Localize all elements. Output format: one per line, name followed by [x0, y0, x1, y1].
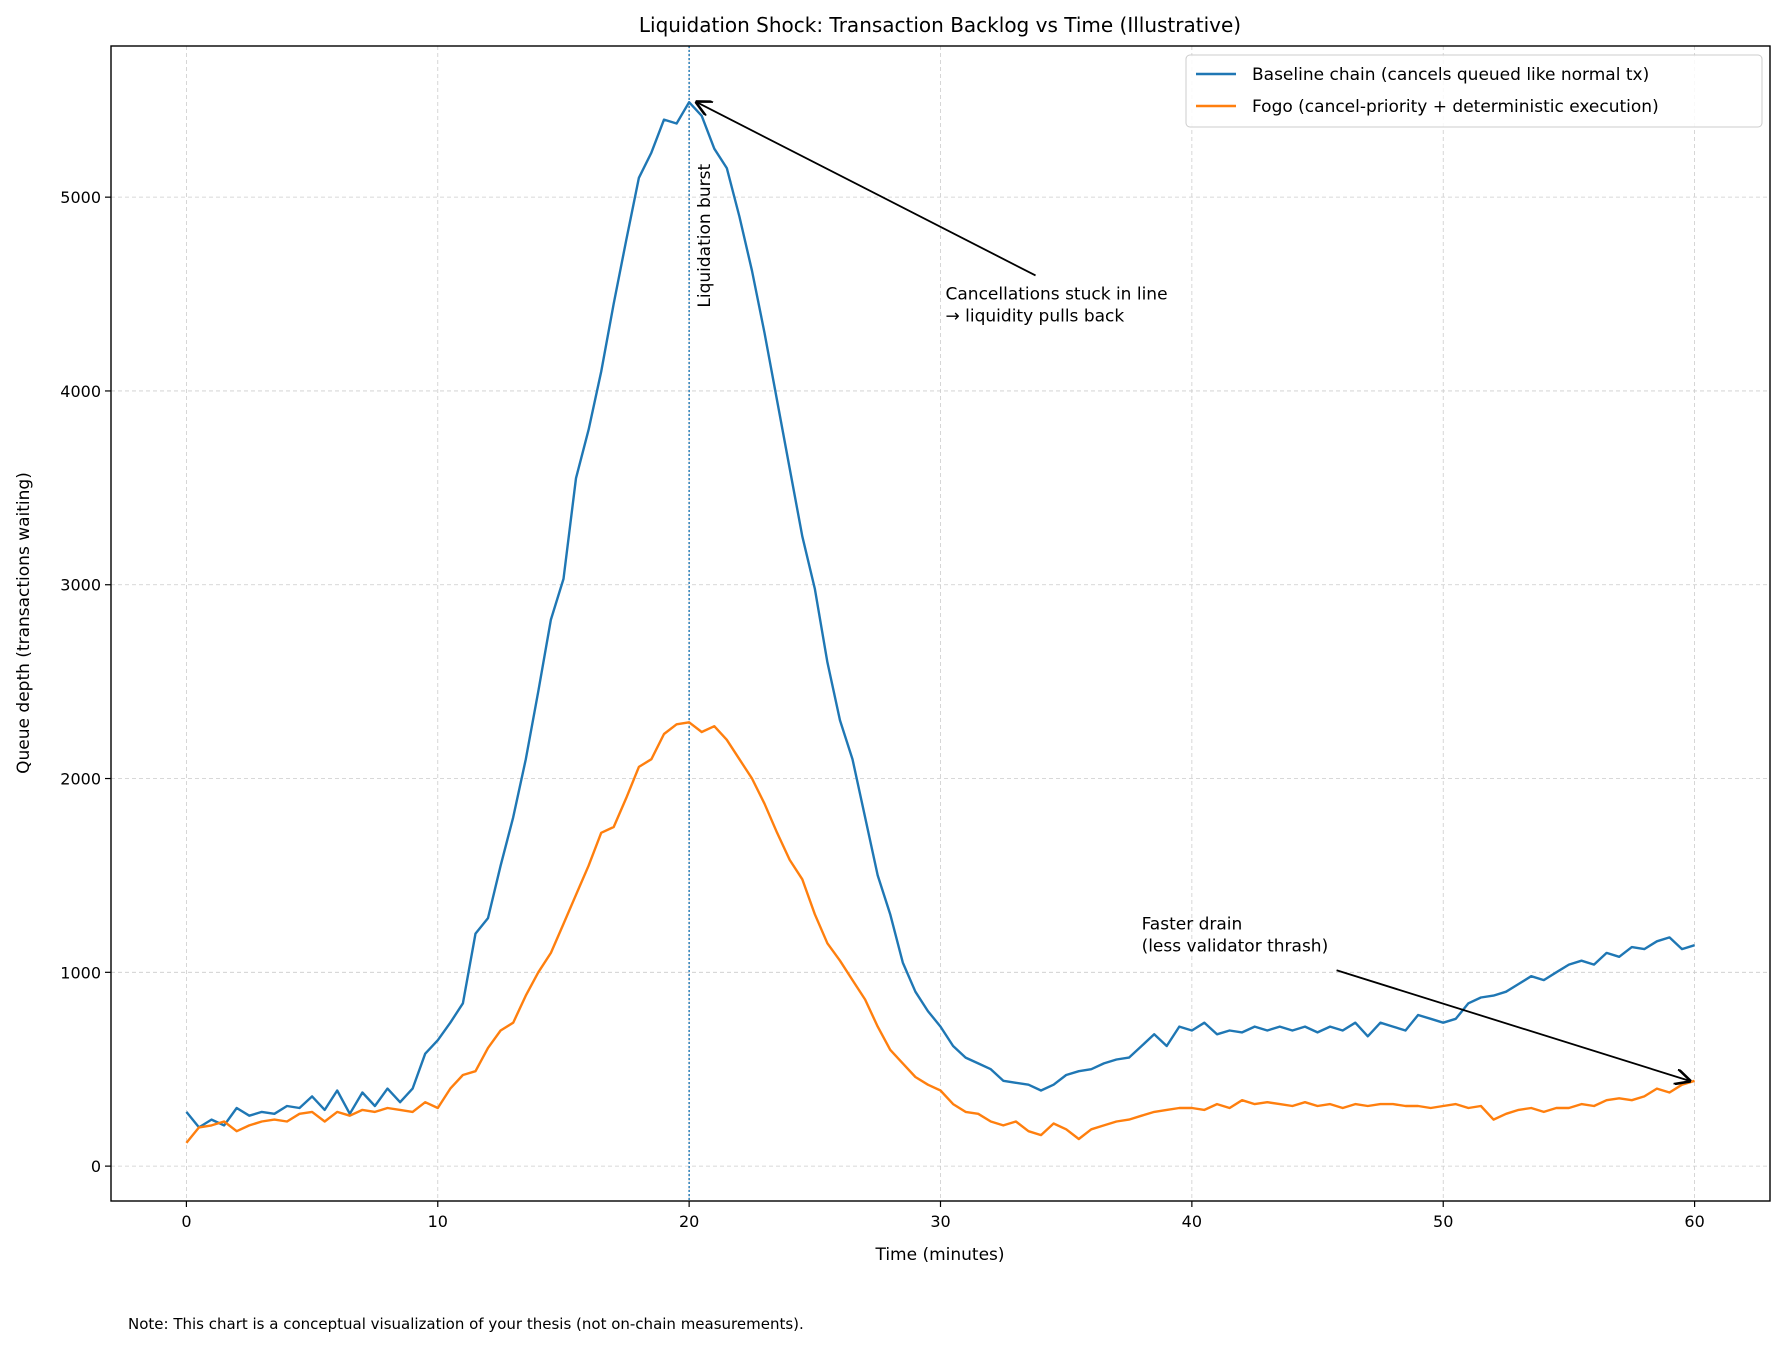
x-tick-label: 40	[1182, 1212, 1202, 1231]
arrow-to-fogo-end	[1336, 969, 1690, 1081]
x-tick-label: 10	[428, 1212, 448, 1231]
x-tick-label: 30	[930, 1212, 950, 1231]
y-axis-label: Queue depth (transactions waiting)	[14, 472, 34, 774]
grid	[111, 46, 1770, 1201]
x-axis-ticks: 0 10 20 30 40 50 60	[181, 1201, 1705, 1231]
x-axis-label: Time (minutes)	[874, 1245, 1004, 1265]
x-tick-label: 50	[1433, 1212, 1453, 1231]
x-tick-label: 20	[679, 1212, 699, 1231]
x-tick-label: 60	[1684, 1212, 1704, 1231]
legend: Baseline chain (cancels queued like norm…	[1185, 54, 1763, 128]
y-tick-label: 0	[91, 1157, 101, 1176]
series-lines	[185, 100, 1695, 1144]
legend-label-fogo: Fogo (cancel-priority + deterministic ex…	[1252, 97, 1659, 117]
annotation-faster-drain: Faster drain (less validator thrash)	[1142, 914, 1329, 956]
annotation-cancellations: Cancellations stuck in line → liquidity p…	[946, 284, 1168, 326]
y-tick-label: 3000	[60, 576, 101, 595]
x-tick-label: 0	[181, 1212, 191, 1231]
legend-box	[1185, 54, 1763, 128]
liquidation-burst-label: Liquidation burst	[695, 164, 715, 308]
fogo-series-line	[185, 721, 1695, 1144]
chart-title: Liquidation Shock: Transaction Backlog v…	[639, 13, 1241, 37]
y-tick-label: 2000	[60, 770, 101, 789]
baseline-series-line	[185, 100, 1695, 1129]
annotations: Cancellations stuck in line → liquidity p…	[697, 102, 1690, 1081]
arrow-to-peak	[697, 102, 1036, 277]
event-line-group: Liquidation burst	[688, 46, 715, 1201]
y-tick-label: 5000	[60, 188, 101, 207]
y-axis-ticks: 0 1000 2000 3000 4000 5000	[60, 188, 111, 1176]
y-tick-label: 1000	[60, 963, 101, 982]
y-tick-label: 4000	[60, 382, 101, 401]
footnote: Note: This chart is a conceptual visuali…	[128, 1315, 804, 1333]
legend-label-baseline: Baseline chain (cancels queued like norm…	[1252, 65, 1649, 85]
